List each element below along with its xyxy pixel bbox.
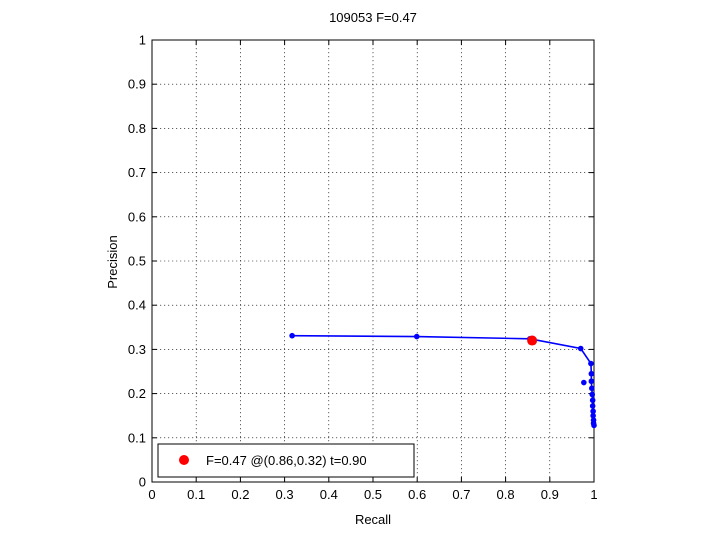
pr-curve-point	[413, 333, 420, 340]
legend-label: F=0.47 @(0.86,0.32) t=0.90	[206, 453, 367, 468]
y-tick-label: 0.1	[128, 430, 146, 445]
y-tick-label: 0.2	[128, 386, 146, 401]
legend-box	[157, 443, 415, 478]
x-tick-label: 0.3	[276, 487, 294, 502]
y-tick-label: 1	[139, 33, 146, 48]
chart-title: 109053 F=0.47	[329, 10, 417, 25]
y-tick-label: 0.7	[128, 165, 146, 180]
x-tick-label: 0.9	[541, 487, 559, 502]
x-tick-label: 0	[148, 487, 155, 502]
legend-marker	[179, 455, 189, 465]
pr-curve-point	[589, 391, 596, 398]
best-f-point	[527, 335, 538, 346]
axis-ticks: 0 0.1 0.2 0.3 0.4 0.5 0.6 0.7 0.8 0.9 1 0 0.1 0.2 0.3 0…	[128, 33, 598, 503]
pr-curve-point	[589, 403, 596, 409]
pr-curve-point	[588, 370, 595, 377]
pr-curve-point	[588, 360, 594, 367]
x-tick-label: 0.6	[408, 487, 426, 502]
pr-curve-point	[588, 378, 595, 385]
pr-curve-point	[590, 408, 596, 415]
x-tick-label: 0.7	[452, 487, 470, 502]
x-tick-label: 0.1	[187, 487, 205, 502]
x-tick-label: 0.8	[497, 487, 515, 502]
pr-curve-point	[589, 397, 596, 404]
pr-curve-point	[577, 345, 584, 352]
y-axis-label: Precision	[105, 235, 120, 288]
x-tick-label: 0.2	[231, 487, 249, 502]
pr-curve-point	[581, 379, 587, 386]
legend: F=0.47 @(0.86,0.32) t=0.90	[157, 443, 415, 478]
y-tick-label: 0.4	[128, 298, 146, 313]
y-tick-label: 0.5	[128, 254, 146, 269]
y-tick-label: 0	[139, 475, 146, 490]
pr-curve-point	[289, 332, 295, 339]
pr-curve-point	[588, 385, 595, 392]
x-tick-label: 0.5	[364, 487, 382, 502]
y-tick-label: 0.9	[128, 77, 146, 92]
pr-curve-point	[590, 412, 596, 419]
y-tick-label: 0.8	[128, 121, 146, 136]
axes-frame	[151, 39, 595, 483]
x-tick-label: 0.4	[320, 487, 338, 502]
series-layer	[289, 332, 597, 429]
y-tick-label: 0.6	[128, 209, 146, 224]
y-tick-label: 0.3	[128, 342, 146, 357]
pr-curve-point	[591, 422, 597, 429]
x-axis-label: Recall	[355, 512, 391, 527]
grid-lines	[152, 40, 594, 482]
x-tick-label: 1	[590, 487, 597, 502]
